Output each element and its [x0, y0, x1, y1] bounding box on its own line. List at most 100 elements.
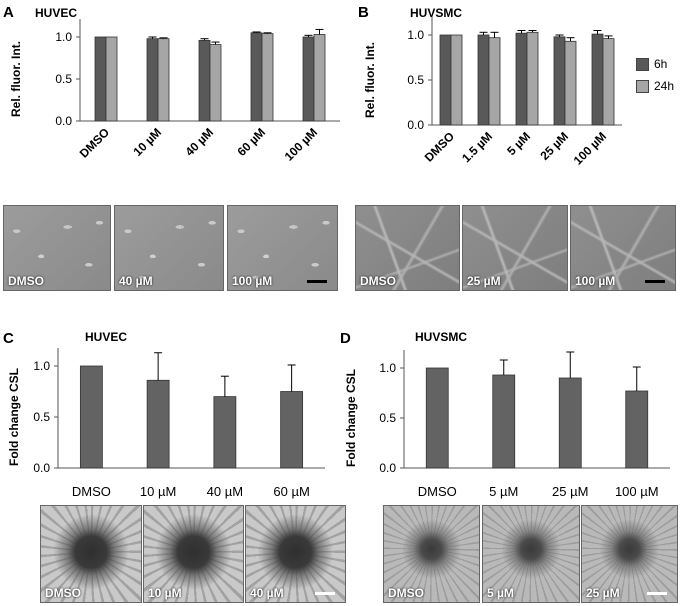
- bar-A-24h-2: [209, 44, 222, 122]
- y-tick-label-D: 0.0: [379, 461, 396, 475]
- panel-label-c: C: [3, 330, 14, 347]
- spheroid-d-3: 25 µM: [581, 505, 678, 603]
- bar-B-6h-2: [515, 32, 528, 126]
- scale-bar: [315, 592, 335, 595]
- bar-A-6h-1: [146, 38, 159, 122]
- y-tick-label-B: 1.0: [407, 28, 424, 42]
- x-tick-label-C: 40 µM: [207, 484, 243, 499]
- legend-item-6h: 6h: [636, 57, 667, 71]
- micrograph-caption: DMSO: [388, 586, 424, 600]
- bar-A-24h-1: [157, 38, 170, 122]
- y-axis-label-D: Fold change CSL: [344, 369, 358, 467]
- legend-swatch-24h: [636, 79, 649, 93]
- x-tick-label-C: 10 µM: [140, 484, 176, 499]
- bar-D-csl-3: [625, 390, 649, 469]
- micrograph-caption: 100 µM: [575, 274, 616, 288]
- spheroid-d-2: 5 µM: [482, 505, 580, 603]
- bar-B-6h-0: [439, 34, 452, 126]
- micrograph-b-1: DMSO: [355, 205, 460, 291]
- x-tick-label-B: 100 µM: [571, 129, 609, 167]
- x-tick-label-C: 60 µM: [273, 484, 309, 499]
- legend-swatch-6h: [636, 57, 649, 71]
- bar-C-csl-2: [213, 396, 237, 469]
- scale-bar: [307, 280, 327, 283]
- bar-C-csl-0: [79, 365, 103, 469]
- micrograph-caption: 100 µM: [232, 274, 273, 288]
- x-tick-label-A: DMSO: [77, 125, 112, 160]
- micrograph-caption: DMSO: [360, 274, 396, 288]
- bar-D-csl-2: [558, 377, 582, 469]
- bar-C-csl-3: [280, 391, 304, 469]
- bar-D-csl-0: [425, 367, 449, 469]
- micrograph-caption: DMSO: [45, 586, 81, 600]
- bar-A-6h-0: [94, 36, 107, 122]
- panel-label-b: B: [358, 4, 369, 21]
- x-tick-label-D: 5 µM: [489, 484, 518, 499]
- spheroid-c-3: 40 µM: [245, 505, 346, 603]
- micrograph-b-3: 100 µM: [570, 205, 676, 291]
- micrograph-b-2: 25 µM: [462, 205, 568, 291]
- x-tick-label-A: 60 µM: [234, 125, 268, 159]
- bar-A-24h-3: [261, 33, 274, 122]
- y-tick-label-C: 1.0: [33, 359, 50, 373]
- x-tick-label-D: DMSO: [418, 484, 457, 499]
- x-tick-label-A: 100 µM: [282, 125, 320, 163]
- x-tick-label-D: 25 µM: [552, 484, 588, 499]
- bar-B-6h-1: [477, 34, 490, 126]
- bar-C-csl-1: [146, 379, 170, 469]
- micrograph-caption: 40 µM: [119, 274, 153, 288]
- scale-bar: [645, 280, 665, 283]
- bar-A-6h-2: [198, 39, 211, 122]
- micrograph-a-3: 100 µM: [227, 205, 338, 291]
- x-tick-label-B: 5 µM: [504, 129, 533, 158]
- bar-B-24h-2: [526, 31, 539, 126]
- y-tick-label-B: 0.0: [407, 118, 424, 132]
- spheroid-d-1: DMSO: [383, 505, 480, 603]
- spheroid-c-1: DMSO: [40, 505, 142, 603]
- legend-label-6h: 6h: [654, 57, 668, 71]
- y-axis-label-A: Rel. fluor. Int.: [9, 41, 23, 117]
- legend-label-24h: 24h: [654, 79, 675, 93]
- panel-title-d: HUVSMC: [415, 330, 468, 344]
- bar-A-6h-4: [302, 36, 315, 122]
- bar-A-6h-3: [250, 32, 263, 122]
- y-axis-label-B: Rel. fluor. Int.: [363, 42, 377, 118]
- x-tick-label-B: 1.5 µM: [459, 129, 495, 165]
- bar-A-24h-0: [105, 36, 118, 122]
- micrograph-caption: 10 µM: [148, 586, 182, 600]
- scale-bar: [647, 592, 667, 595]
- panel-title-b: HUVSMC: [410, 6, 463, 20]
- x-tick-label-B: DMSO: [422, 129, 457, 164]
- bar-A-24h-4: [313, 34, 326, 122]
- micrograph-a-1: DMSO: [3, 205, 111, 291]
- bar-D-csl-1: [492, 374, 516, 469]
- legend-item-24h: 24h: [636, 79, 674, 93]
- x-tick-label-B: 25 µM: [537, 129, 571, 163]
- micrograph-caption: 5 µM: [487, 586, 514, 600]
- y-tick-label-A: 0.5: [55, 72, 72, 86]
- micrograph-caption: DMSO: [8, 274, 44, 288]
- x-tick-label-C: DMSO: [72, 484, 111, 499]
- x-tick-label-A: 10 µM: [130, 125, 164, 159]
- panel-title-a: HUVEC: [35, 6, 78, 20]
- y-tick-label-A: 1.0: [55, 30, 72, 44]
- y-tick-label-C: 0.0: [33, 461, 50, 475]
- bar-B-6h-3: [553, 36, 566, 126]
- panel-label-d: D: [340, 330, 351, 347]
- panel-title-c: HUVEC: [85, 330, 128, 344]
- spheroid-c-2: 10 µM: [143, 505, 244, 603]
- y-tick-label-D: 0.5: [379, 411, 396, 425]
- y-axis-label-C: Fold change CSL: [7, 368, 21, 466]
- bar-B-24h-0: [450, 34, 463, 126]
- bar-B-6h-4: [591, 33, 604, 126]
- x-tick-label-D: 100 µM: [615, 484, 659, 499]
- y-tick-label-C: 0.5: [33, 410, 50, 424]
- bar-B-24h-4: [602, 38, 615, 126]
- micrograph-caption: 40 µM: [250, 586, 284, 600]
- micrograph-caption: 25 µM: [586, 586, 620, 600]
- bar-B-24h-3: [564, 40, 577, 126]
- y-tick-label-B: 0.5: [407, 73, 424, 87]
- y-tick-label-D: 1.0: [379, 361, 396, 375]
- micrograph-caption: 25 µM: [467, 274, 501, 288]
